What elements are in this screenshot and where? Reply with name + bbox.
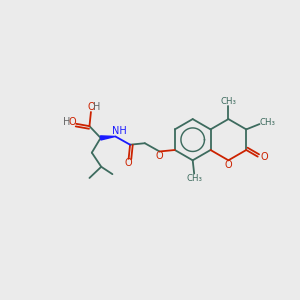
- Text: NH: NH: [112, 126, 127, 136]
- Text: H: H: [93, 102, 101, 112]
- Text: O: O: [155, 152, 163, 161]
- Text: H: H: [62, 117, 70, 127]
- Text: CH₃: CH₃: [187, 174, 203, 183]
- Text: O: O: [68, 117, 76, 127]
- Text: O: O: [260, 152, 268, 162]
- Text: O: O: [124, 158, 132, 168]
- Text: CH₃: CH₃: [220, 97, 236, 106]
- Text: O: O: [87, 102, 95, 112]
- Text: CH₃: CH₃: [259, 118, 275, 127]
- Polygon shape: [100, 136, 116, 140]
- Text: O: O: [225, 160, 232, 170]
